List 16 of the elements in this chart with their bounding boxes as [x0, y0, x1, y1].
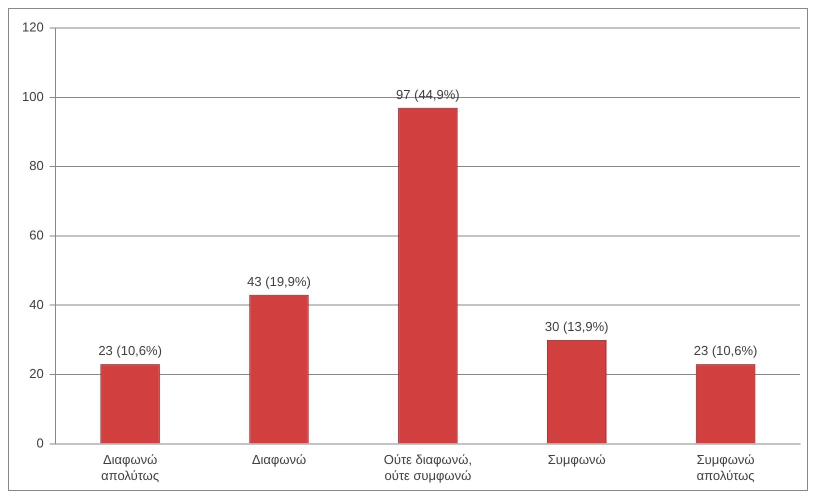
y-tick-label: 80: [29, 158, 44, 174]
y-tick-label: 20: [29, 366, 44, 382]
y-tick-label: 120: [22, 20, 44, 35]
y-tick-label: 100: [22, 88, 44, 104]
y-tick-label: 0: [36, 435, 44, 450]
x-tick-label: Συμφωνώ: [548, 452, 606, 468]
x-tick-label: Συμφωνώ απολύτως: [696, 452, 755, 483]
y-tick-label: 40: [29, 296, 44, 312]
data-label: 30 (13,9%): [544, 318, 609, 334]
x-tick-label: Ούτε διαφωνώ, ούτε συμφωνώ: [384, 452, 472, 483]
x-tick-label: Διαφωνώ: [252, 452, 306, 468]
y-tick-label: 60: [29, 227, 44, 242]
data-label: 23 (10,6%): [694, 343, 758, 358]
data-label: 43 (19,9%): [247, 274, 311, 289]
x-tick-label: Διαφωνώ απολύτως: [101, 452, 160, 483]
data-label: 23 (10,6%): [98, 343, 162, 358]
